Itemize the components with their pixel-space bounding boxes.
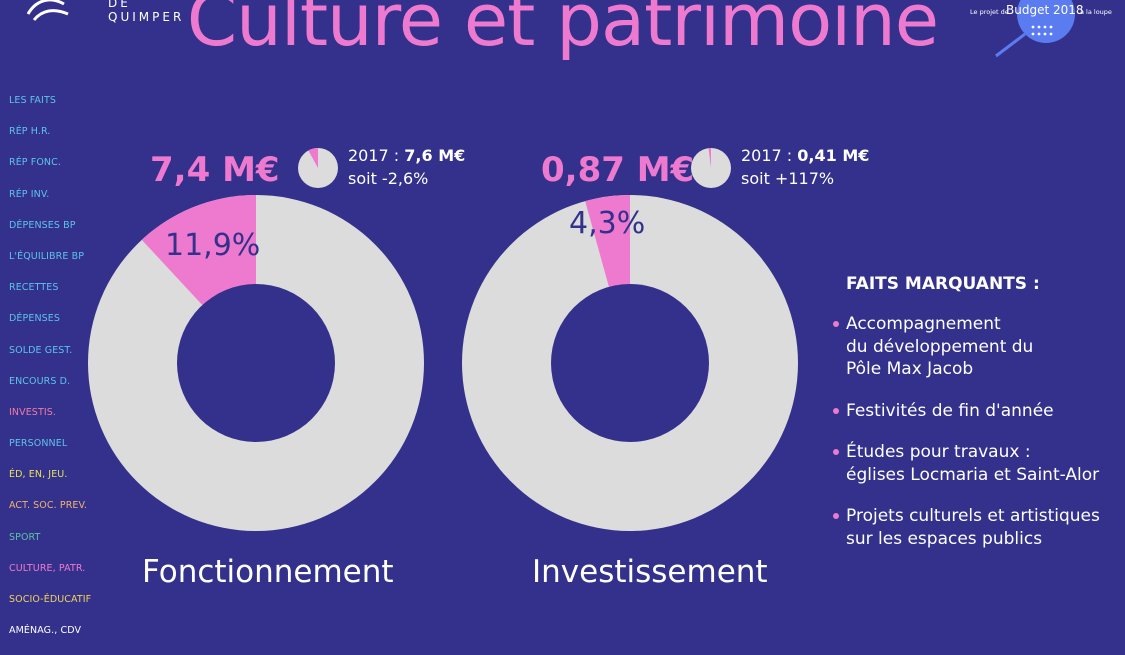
logo-text: DE QUIMPER — [108, 0, 185, 24]
investissement-donut — [462, 195, 798, 531]
bullet-icon — [833, 321, 839, 327]
bullet-icon — [833, 513, 839, 519]
investissement-comparison: 2017 : 0,41 M€ soit +117% — [691, 144, 870, 190]
section-nav: LES FAITS RÉP H.R. RÉP FONC. RÉP INV. DÉPENS… — [9, 94, 91, 655]
fonctionnement-comparison: 2017 : 7,6 M€ soit -2,6% — [298, 144, 466, 190]
faits-item-line: églises Locmaria et Saint-Alor — [846, 464, 1100, 485]
nav-item[interactable]: RÉP INV. — [9, 188, 50, 200]
nav-item[interactable]: RÉP H.R. — [9, 126, 51, 138]
fonctionnement-label: Fonctionnement — [142, 554, 394, 590]
investissement-amount: 0,87 M€ — [541, 150, 695, 190]
wave-logo-icon — [26, 0, 69, 22]
page-title: Culture et patrimoine — [186, 0, 939, 62]
faits-item-line: Accompagnement — [846, 314, 1001, 334]
faits-title: FAITS MARQUANTS : — [846, 274, 1040, 294]
faits-item: Festivités de fin d'année — [833, 400, 1118, 423]
bullet-icon — [833, 449, 839, 455]
nav-item[interactable]: ÉD, EN, JEU. — [9, 469, 68, 481]
investissement-mini-pie — [691, 148, 731, 188]
nav-item[interactable]: SPORT — [9, 531, 41, 543]
nav-item[interactable]: RECETTES — [9, 282, 59, 294]
fonctionnement-2017-value: 7,6 M€ — [404, 146, 466, 165]
fonctionnement-hole — [177, 284, 335, 442]
nav-item[interactable]: SOLDE GEST. — [9, 344, 73, 356]
faits-item-line: du développement du — [846, 336, 1034, 357]
fonctionnement-mini-slice — [308, 148, 318, 168]
badge-suffix: à la loupe — [1080, 8, 1112, 16]
faits-item-line: Études pour travaux : — [846, 442, 1031, 462]
nav-item[interactable]: SOCIO-ÉDUCATIF — [9, 594, 92, 605]
nav-item[interactable]: LES FAITS — [9, 95, 56, 106]
nav-item[interactable]: AMÉNAG., CDV — [9, 625, 82, 637]
fonctionnement-mini-pie — [298, 148, 338, 188]
fonctionnement-change: soit -2,6% — [348, 169, 429, 188]
nav-item[interactable]: CULTURE, PATR. — [9, 562, 86, 574]
nav-item[interactable]: ACT. SOC. PREV. — [9, 500, 87, 512]
nav-item[interactable]: DÉPENSES BP — [9, 219, 76, 231]
fonctionnement-donut — [88, 195, 424, 531]
fonctionnement-amount: 7,4 M€ — [150, 150, 280, 190]
nav-item[interactable]: PERSONNEL — [9, 438, 68, 450]
investissement-mini-slice — [708, 148, 711, 168]
badge-main: Budget 2018 — [1006, 3, 1084, 17]
faits-item: Accompagnement du développement du Pôle Ma… — [833, 313, 1118, 381]
investissement-2017-prefix: 2017 : — [741, 146, 798, 165]
fonctionnement-2017-prefix: 2017 : — [348, 146, 405, 165]
badge-prefix: Le projet de — [970, 8, 1009, 16]
faits-list: Accompagnement du développement du Pôle Ma… — [833, 313, 1118, 550]
investissement-hole — [551, 284, 709, 442]
faits-marquants: FAITS MARQUANTS : Accompagnement du dével… — [833, 274, 1118, 550]
faits-item: Projets culturels et artistiques sur les … — [833, 505, 1118, 550]
city-logo[interactable]: DE QUIMPER — [24, 0, 184, 26]
nav-item[interactable]: RÉP FONC. — [9, 157, 61, 169]
faits-item-line: Projets culturels et artistiques — [846, 506, 1100, 526]
nav-item[interactable]: ENCOURS D. — [9, 375, 71, 387]
investissement-slice-label: 4,3% — [569, 206, 646, 241]
bullet-icon — [833, 407, 839, 414]
faits-item-line: Pôle Max Jacob — [846, 359, 974, 379]
faits-item-line: Festivités de fin d'année — [846, 400, 1054, 421]
investissement-change: soit +117% — [741, 169, 835, 188]
budget-badge[interactable]: Le projet de Budget 2018 à la loupe — [960, 0, 1125, 60]
investissement-2017-value: 0,41 M€ — [797, 146, 870, 165]
investissement-label: Investissement — [532, 554, 768, 590]
nav-item[interactable]: INVESTIS. — [9, 406, 56, 418]
magnifier-icon — [995, 0, 1075, 58]
nav-item[interactable]: DÉPENSES — [9, 313, 61, 325]
nav-item[interactable]: L'ÉQUILIBRE BP — [9, 250, 85, 262]
faits-item: Études pour travaux : églises Locmaria et… — [833, 441, 1118, 486]
faits-item-line: sur les espaces publics — [846, 528, 1043, 549]
fonctionnement-slice-label: 11,9% — [165, 228, 261, 263]
